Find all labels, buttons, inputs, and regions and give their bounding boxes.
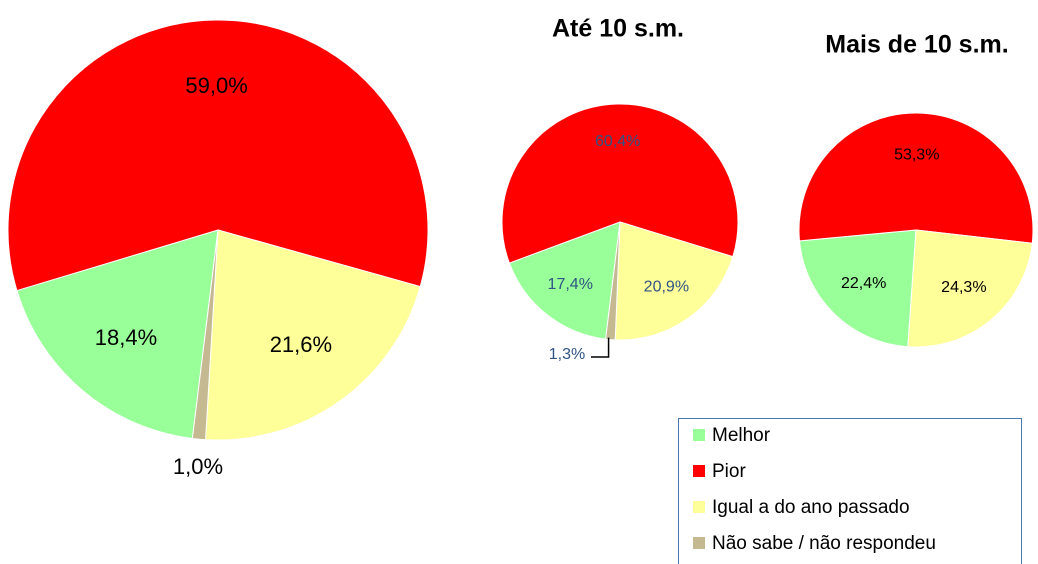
legend-label: Pior — [712, 461, 746, 482]
data-label: 59,0% — [185, 73, 247, 98]
legend-swatch — [693, 501, 705, 513]
data-label: 24,3% — [941, 279, 986, 296]
legend-box — [678, 418, 1022, 564]
chart-title: Mais de 10 s.m. — [825, 31, 1008, 59]
pie-slice — [191, 229, 219, 441]
chart-title: Até 10 s.m. — [552, 15, 684, 43]
legend-label: Não sabe / não respondeu — [712, 533, 936, 554]
pie-slice — [16, 229, 219, 439]
pie-slice — [798, 112, 1034, 244]
legend-swatch — [693, 429, 705, 441]
pie-slice — [501, 103, 739, 264]
pie-slice — [907, 229, 1033, 348]
pie-slice — [605, 221, 621, 341]
pie-slice — [798, 229, 917, 348]
data-label: 20,9% — [644, 279, 689, 296]
legend-swatch — [693, 465, 705, 477]
pie-slice — [508, 221, 621, 340]
legend-label: Igual a do ano passado — [712, 497, 910, 518]
data-label: 18,4% — [95, 325, 157, 350]
data-label: 21,6% — [270, 332, 332, 357]
pie-slice — [614, 221, 734, 341]
data-label: 1,3% — [549, 346, 585, 363]
pie-slice — [205, 229, 421, 441]
leader-line — [591, 337, 610, 358]
legend-swatch — [693, 537, 705, 549]
data-label: 60,4% — [595, 133, 640, 150]
data-label: 53,3% — [894, 146, 939, 163]
legend-label: Melhor — [712, 425, 771, 446]
pie-slice — [7, 19, 429, 292]
data-label: 22,4% — [841, 275, 886, 292]
data-label: 17,4% — [548, 276, 593, 293]
data-label: 1,0% — [173, 454, 223, 479]
